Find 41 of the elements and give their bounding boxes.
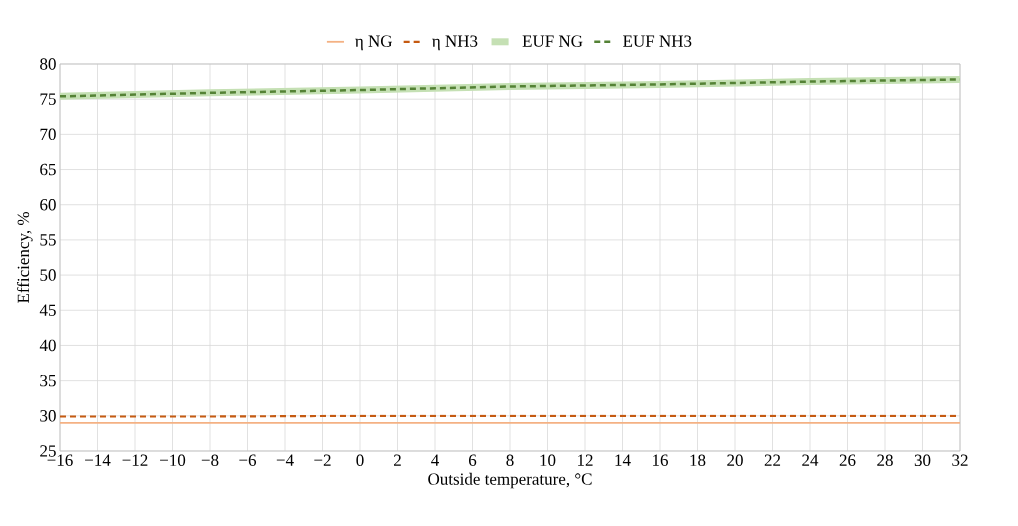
x-axis-title: Outside temperature, °C <box>428 472 592 489</box>
legend-label: η NG <box>355 35 393 51</box>
x-tick-label: 24 <box>802 454 819 466</box>
y-axis-title: Efficiency, % <box>16 212 33 304</box>
x-tick-label: 0 <box>356 454 364 466</box>
x-tick-label: 28 <box>877 454 893 466</box>
y-tick-label: 40 <box>39 339 56 352</box>
y-tick-label: 75 <box>40 93 56 105</box>
x-tick-label: 12 <box>577 454 593 466</box>
x-tick-label: 16 <box>652 454 668 466</box>
y-tick-label: 70 <box>40 128 56 141</box>
y-tick-label: 60 <box>40 198 56 211</box>
x-tick-label: −2 <box>314 454 331 466</box>
x-tick-label: 26 <box>839 454 856 466</box>
x-tick-label: 20 <box>727 454 743 466</box>
y-tick-label: 55 <box>40 234 56 246</box>
y-tick-label: 45 <box>39 304 56 316</box>
y-tick-label: 65 <box>40 163 56 176</box>
legend-label: EUF NH3 <box>623 35 692 47</box>
x-tick-label: 8 <box>506 454 514 466</box>
y-tick-label: 30 <box>40 410 56 422</box>
x-tick-label: −14 <box>85 454 111 466</box>
x-tick-label: −10 <box>160 454 186 466</box>
x-tick-label: 2 <box>394 454 401 466</box>
x-tick-label: 32 <box>952 454 968 466</box>
legend-label: EUF NG <box>522 35 583 47</box>
x-tick-label: −8 <box>201 454 219 466</box>
x-tick-label: 4 <box>431 454 439 466</box>
x-tick-label: −12 <box>122 454 148 466</box>
x-tick-label: −4 <box>276 454 294 466</box>
y-tick-label: 35 <box>40 374 56 387</box>
x-tick-label: 18 <box>690 454 706 466</box>
y-tick-label: 80 <box>40 58 56 70</box>
x-tick-label: −6 <box>239 454 257 466</box>
x-tick-label: 22 <box>764 454 781 466</box>
x-tick-label: 10 <box>540 454 556 466</box>
x-tick-label: 30 <box>914 454 931 466</box>
legend-label: η NH3 <box>432 35 478 51</box>
y-tick-label: 50 <box>40 269 56 281</box>
x-tick-label: 14 <box>615 454 631 466</box>
x-tick-label: 6 <box>468 454 477 466</box>
